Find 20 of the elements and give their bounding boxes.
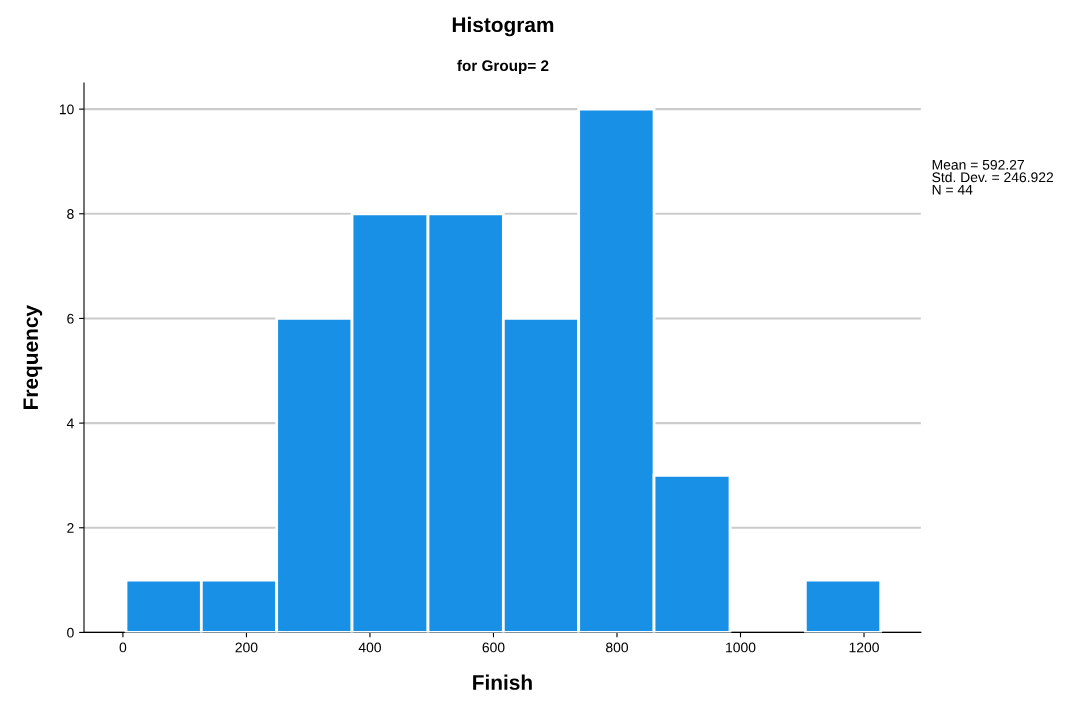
y-tick-label: 6	[67, 313, 74, 324]
y-tick-label: 8	[67, 209, 74, 219]
y-tick-label: 4	[66, 418, 74, 429]
text: Mean = 592.27	[932, 159, 1024, 170]
y-tick-label: 10	[59, 104, 74, 115]
text: N = 44	[932, 184, 973, 195]
x-tick-label: 0	[119, 642, 127, 653]
text: Std. Dev. = 246.922	[932, 171, 1054, 183]
x-tick-label: 600	[482, 642, 505, 653]
chart-subtitle: for Group= 2	[457, 59, 549, 75]
y-axis-title: Frequency	[23, 305, 43, 409]
x-tick-label: 400	[358, 642, 381, 653]
chart-title: Histogram	[452, 16, 554, 37]
y-tick-label: 2	[67, 523, 74, 533]
x-tick-label: 1000	[726, 642, 756, 653]
x-tick-label: 800	[606, 642, 629, 653]
y-tick-label: 0	[67, 627, 74, 638]
x-tick-label: 1200	[849, 642, 879, 653]
x-axis-title: Finish	[473, 674, 532, 690]
x-tick-label: 200	[235, 642, 258, 653]
